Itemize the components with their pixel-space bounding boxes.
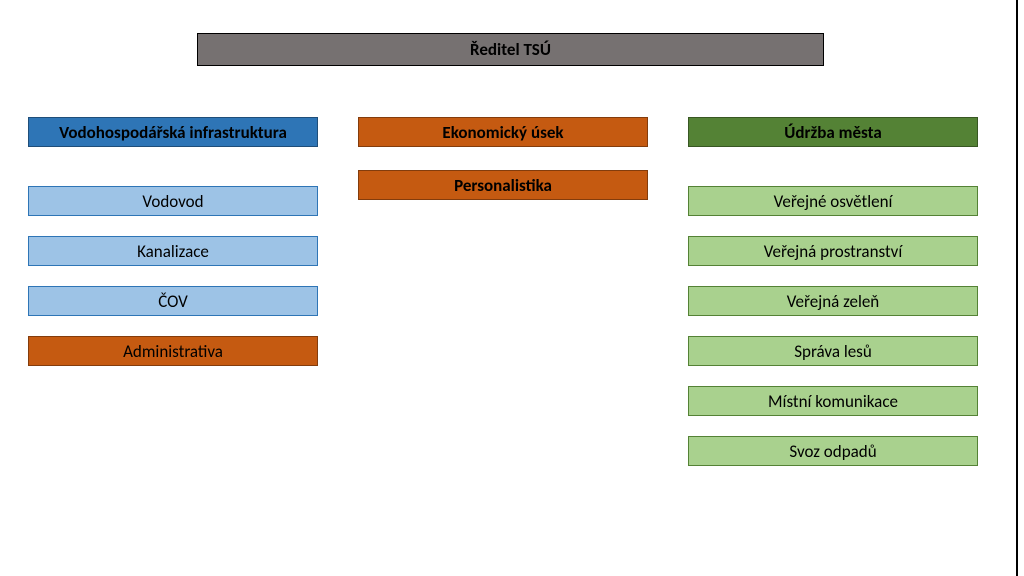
dept-2-item-0: Veřejné osvětlení (688, 186, 978, 216)
dept-2-item-4-label: Místní komunikace (768, 391, 898, 412)
dept-0-item-3: Administrativa (28, 336, 318, 366)
dept-0-item-2: ČOV (28, 286, 318, 316)
dept-0-header: Vodohospodářská infrastruktura (28, 117, 318, 147)
dept-0-header-label: Vodohospodářská infrastruktura (59, 122, 287, 143)
dept-0-item-3-label: Administrativa (123, 341, 223, 362)
dept-0-item-0: Vodovod (28, 186, 318, 216)
dept-2-item-1: Veřejná prostranství (688, 236, 978, 266)
dept-1-item-0-label: Personalistika (454, 175, 552, 196)
dept-2-item-3: Správa lesů (688, 336, 978, 366)
page-right-border (1016, 0, 1018, 576)
dept-2-item-3-label: Správa lesů (794, 341, 872, 362)
dept-0-item-1-label: Kanalizace (137, 241, 209, 262)
dept-0-item-0-label: Vodovod (142, 191, 203, 212)
dept-2-item-4: Místní komunikace (688, 386, 978, 416)
dept-2-item-1-label: Veřejná prostranství (764, 241, 903, 262)
dept-0-item-2-label: ČOV (158, 291, 188, 312)
dept-2-item-2: Veřejná zeleň (688, 286, 978, 316)
dept-1-header: Ekonomický úsek (358, 117, 648, 147)
dept-2-header-label: Údržba města (784, 122, 881, 143)
dept-2-item-0-label: Veřejné osvětlení (774, 191, 893, 212)
root-box: Ředitel TSÚ (197, 33, 824, 66)
dept-2-item-5: Svoz odpadů (688, 436, 978, 466)
dept-1-header-label: Ekonomický úsek (442, 122, 563, 143)
dept-2-item-2-label: Veřejná zeleň (787, 291, 880, 312)
dept-2-header: Údržba města (688, 117, 978, 147)
root-box-label: Ředitel TSÚ (470, 39, 551, 60)
dept-0-item-1: Kanalizace (28, 236, 318, 266)
dept-1-item-0: Personalistika (358, 170, 648, 200)
dept-2-item-5-label: Svoz odpadů (789, 441, 876, 462)
